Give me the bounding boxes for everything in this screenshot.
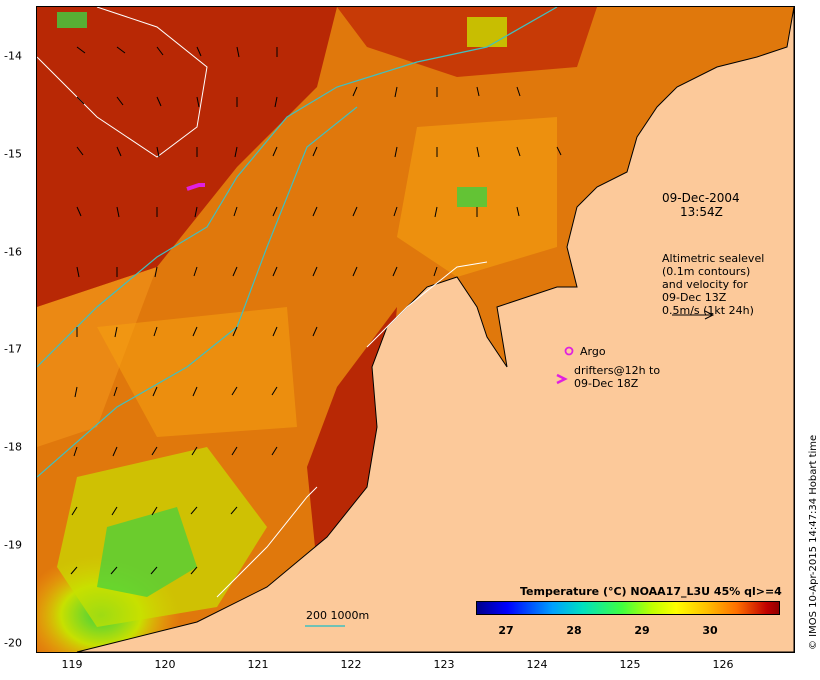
x-tick: 119 bbox=[61, 658, 83, 671]
time-label: 13:54Z bbox=[680, 205, 723, 219]
sealevel-contour-1 bbox=[37, 7, 208, 158]
altimetry-line-4: 09-Dec 13Z bbox=[662, 291, 727, 304]
drifter-line-1: drifters@12h to bbox=[574, 364, 661, 377]
drifter-line-2: 09-Dec 18Z bbox=[574, 377, 639, 390]
colorbar-title: Temperature (°C) NOAA17_L3U 45% ql>=4 bbox=[520, 585, 782, 598]
x-tick: 124 bbox=[526, 658, 548, 671]
colorbar bbox=[476, 601, 780, 615]
isobath-1000m bbox=[37, 106, 358, 478]
drifter-marker bbox=[556, 373, 568, 385]
y-tick: -20 bbox=[4, 636, 22, 650]
x-tick: 123 bbox=[433, 658, 455, 671]
colorbar-tick: 28 bbox=[566, 624, 582, 637]
y-tick: -16 bbox=[4, 245, 22, 259]
x-tick: 126 bbox=[712, 658, 734, 671]
y-tick: -14 bbox=[4, 49, 22, 63]
sealevel-contour-2 bbox=[216, 486, 318, 598]
altimetry-line-1: Altimetric sealevel bbox=[662, 252, 765, 265]
altimetry-line-5: 0.5m/s (1kt 24h) bbox=[662, 304, 754, 317]
x-tick: 121 bbox=[247, 658, 269, 671]
velocity-arrows bbox=[70, 46, 562, 575]
colorbar-tick: 27 bbox=[498, 624, 514, 637]
date-label: 09-Dec-2004 bbox=[662, 191, 740, 205]
credit-text: © IMOS 10-Apr-2015 14:47:34 Hobart time bbox=[808, 434, 819, 650]
land-mass bbox=[76, 7, 794, 652]
y-tick: -18 bbox=[4, 440, 22, 454]
velocity-scale-arrow bbox=[672, 310, 715, 320]
altimetry-line-2: (0.1m contours) bbox=[662, 265, 751, 278]
x-tick: 120 bbox=[154, 658, 176, 671]
y-tick: -19 bbox=[4, 538, 22, 552]
isobath-key-label: 200 1000m bbox=[306, 609, 370, 622]
colorbar-tick: 29 bbox=[634, 624, 650, 637]
argo-marker bbox=[564, 346, 574, 356]
y-tick: -17 bbox=[4, 342, 22, 356]
altimetry-line-3: and velocity for bbox=[662, 278, 748, 291]
drifter-track bbox=[186, 183, 205, 191]
sst-map bbox=[36, 6, 795, 653]
colorbar-tick: 30 bbox=[702, 624, 718, 637]
argo-label: Argo bbox=[580, 345, 606, 358]
x-tick: 122 bbox=[340, 658, 362, 671]
sealevel-contour-3 bbox=[366, 261, 488, 348]
y-tick: -15 bbox=[4, 147, 22, 161]
isobath-200m bbox=[37, 7, 558, 368]
x-tick: 125 bbox=[619, 658, 641, 671]
